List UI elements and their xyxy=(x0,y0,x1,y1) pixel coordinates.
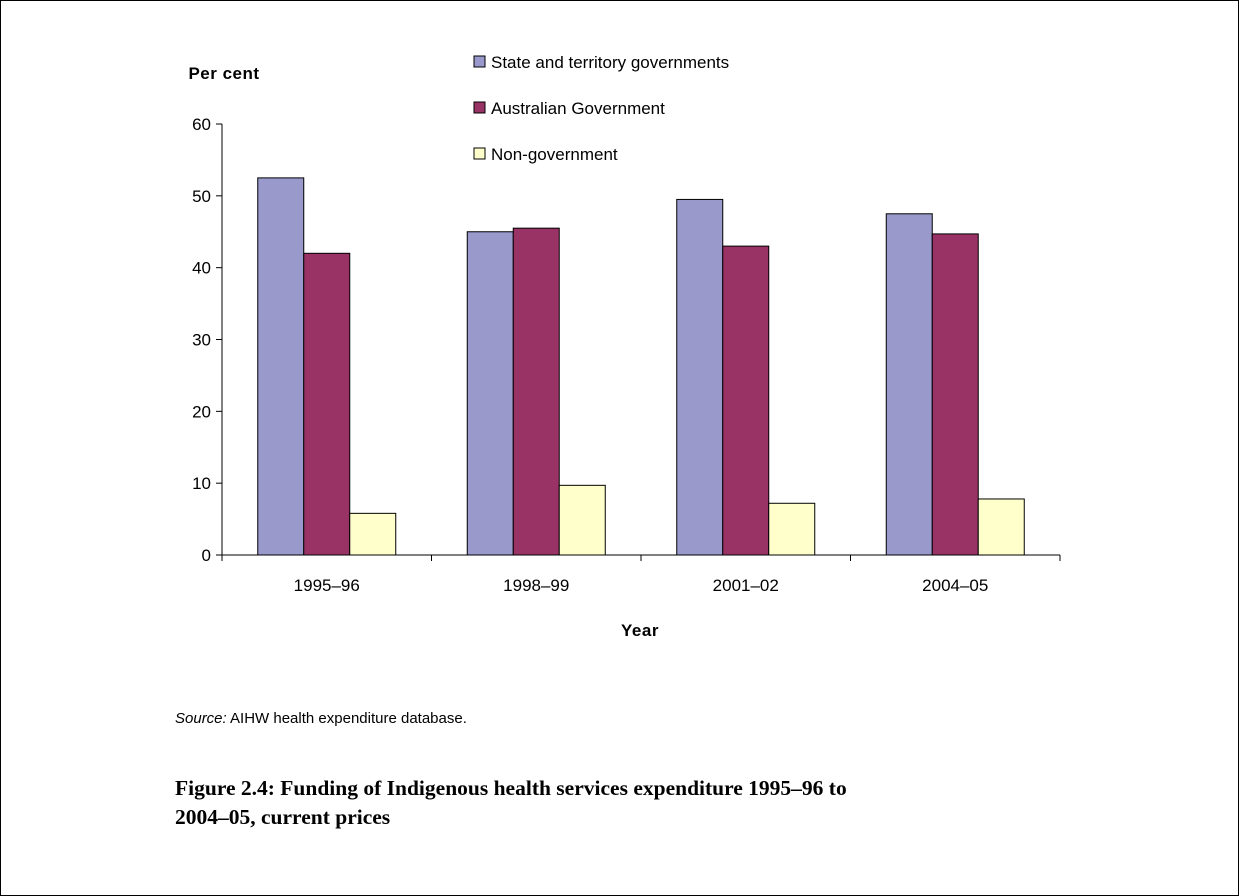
legend-swatch xyxy=(473,147,486,160)
y-tick-label: 0 xyxy=(202,546,211,565)
bar xyxy=(977,498,1025,556)
x-tick-label: 2001–02 xyxy=(713,576,779,595)
bar xyxy=(466,231,514,556)
y-tick-label: 50 xyxy=(192,187,211,206)
legend-label: State and territory governments xyxy=(491,53,729,72)
bar xyxy=(257,177,305,556)
y-tick-label: 10 xyxy=(192,474,211,493)
bar xyxy=(931,233,979,556)
caption-text: Funding of Indigenous health services ex… xyxy=(175,776,847,829)
y-tick-label: 40 xyxy=(192,259,211,278)
source-text: AIHW health expenditure database. xyxy=(230,710,467,727)
x-axis: 1995–96 1998–99 2001–02 2004–05 xyxy=(221,554,1061,595)
y-axis: 0 10 20 30 40 50 60 xyxy=(192,115,223,565)
x-tick-label: 2004–05 xyxy=(922,576,988,595)
bar xyxy=(768,502,816,556)
legend: State and territory governments Australia… xyxy=(473,53,729,164)
y-axis-title: Per cent xyxy=(188,64,259,83)
legend-label: Non-government xyxy=(491,145,618,164)
source-note: Source: AIHW health expenditure database… xyxy=(175,710,467,727)
bar xyxy=(885,213,933,556)
figure-caption: Figure 2.4: Funding of Indigenous health… xyxy=(175,774,895,832)
x-tick-label: 1998–99 xyxy=(503,576,569,595)
bar xyxy=(722,245,770,556)
bars xyxy=(257,177,1025,556)
bar xyxy=(558,484,606,556)
legend-swatch xyxy=(473,55,486,68)
bar xyxy=(512,227,560,556)
x-tick-label: 1995–96 xyxy=(294,576,360,595)
legend-swatch xyxy=(473,101,486,114)
bar xyxy=(676,198,724,556)
legend-label: Australian Government xyxy=(491,99,665,118)
chart: 0 10 20 30 40 50 60 1995–96 1998–99 2001–02 2004–… xyxy=(188,53,1061,640)
caption-number: Figure 2.4: xyxy=(175,776,275,800)
bar xyxy=(303,252,351,556)
y-tick-label: 20 xyxy=(192,402,211,421)
source-label: Source: xyxy=(175,710,227,727)
x-axis-title: Year xyxy=(621,621,659,640)
bar xyxy=(349,512,397,556)
y-tick-label: 30 xyxy=(192,331,211,350)
y-tick-label: 60 xyxy=(192,115,211,134)
